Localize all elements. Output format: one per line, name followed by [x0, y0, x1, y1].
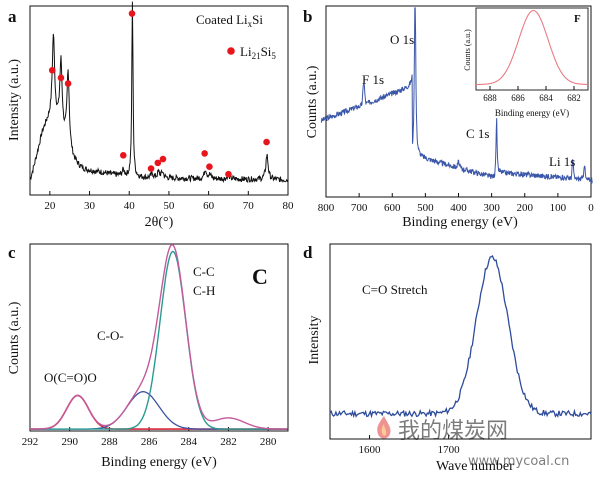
panel-d-ticks: 1600 1700: [359, 435, 461, 456]
peak-label-c1s: C 1s: [466, 126, 489, 141]
panel-c-xtick-label: 282: [220, 436, 237, 448]
panel-b-xtick-label: 200: [517, 202, 534, 214]
li21si5-peak-marker: [64, 80, 72, 87]
label-c-h: C-H: [193, 283, 215, 298]
panel-b-ticks: 800 700 600 500 400 300 200 100 0: [318, 193, 594, 214]
inset-ylabel: Counts (a.u.): [463, 29, 472, 71]
panel-a-frame: [29, 5, 289, 196]
panel-b-xlabel: Binding energy (eV): [402, 215, 518, 230]
watermark: 我的煤炭网 www.mycoal.cn: [377, 416, 569, 469]
label-oco-o: O(C=O)O: [44, 370, 97, 385]
inset-xtick-label: 688: [483, 93, 497, 103]
legend-li21si5-marker: [227, 47, 235, 55]
panel-c-ylabel: Counts (a.u.): [7, 301, 22, 374]
panel-a-ticks: 20 30 40 50 60 70 80: [44, 191, 294, 212]
li21si5-peak-marker: [201, 150, 208, 157]
panel-d-ylabel: Intensity: [307, 316, 322, 365]
li21si5-peak-marker: [154, 159, 162, 167]
inset-xtick-label: 684: [539, 93, 553, 103]
li21si5-peak-marker: [159, 155, 167, 163]
panel-a-xtick-label: 70: [243, 200, 255, 212]
legend-coated-lixsi: Coated LixSi: [196, 12, 263, 29]
panel-c-letter: c: [8, 243, 16, 262]
panel-b-xtick-label: 700: [351, 202, 368, 214]
inset-xlabel: Binding energy (eV): [495, 108, 569, 118]
watermark-logo-icon: [377, 416, 391, 439]
li21si5-peak-marker: [57, 74, 65, 82]
panel-d-xtick-label: 1700: [438, 444, 461, 456]
panel-b-xtick-label: 500: [417, 202, 434, 214]
component-c-c: [30, 250, 288, 430]
panel-a-xtick-label: 50: [163, 200, 175, 212]
panel-c-title: C: [252, 264, 268, 289]
panel-b-xps-survey-line: [320, 7, 593, 185]
peak-label-f1s: F 1s: [362, 72, 384, 87]
panel-c-xtick-label: 280: [260, 436, 277, 448]
inset-xtick-label: 686: [511, 93, 525, 103]
li21si5-peak-marker: [263, 138, 270, 146]
inset-f1s-line: [476, 9, 588, 86]
annotation-co-stretch: C=O Stretch: [362, 282, 428, 297]
panel-c-xtick-label: 290: [61, 436, 78, 448]
panel-a-markers: [48, 10, 270, 178]
li21si5-peak-marker: [128, 10, 136, 17]
watermark-url: www.mycoal.cn: [468, 454, 569, 469]
envelope-line: [30, 243, 288, 430]
panel-b-xtick-label: 0: [588, 202, 594, 214]
label-c-o: C-O-: [97, 328, 124, 343]
panel-a-xtick-label: 20: [44, 200, 56, 212]
li21si5-peak-marker: [225, 170, 232, 178]
panel-c-xtick-label: 288: [101, 436, 118, 448]
panel-d-xtick-label: 1600: [359, 444, 382, 456]
panel-c: c 292 290 288 286 284 282 280 C C-C C-H C-O- O…: [7, 243, 289, 470]
panel-b-xtick-label: 600: [384, 202, 401, 214]
panel-b-xtick-label: 800: [318, 202, 335, 214]
inset-frame: [475, 7, 589, 91]
inset-title: F: [574, 13, 581, 25]
panel-a: a 20 30 40 50 60 70 80 Intensity (a.u.) 2θ(°) …: [7, 1, 294, 230]
panel-c-xtick-label: 286: [141, 436, 158, 448]
panel-a-xtick-label: 40: [124, 200, 136, 212]
inset-xtick-label: 682: [567, 93, 581, 103]
label-c-c: C-C: [193, 264, 215, 279]
panel-c-xlabel: Binding energy (eV): [101, 455, 217, 470]
panel-b-letter: b: [303, 7, 312, 26]
panel-b-xtick-label: 100: [550, 202, 567, 214]
li21si5-peak-marker: [147, 165, 155, 172]
panel-a-xtick-label: 60: [203, 200, 215, 212]
panel-b-inset: 688 686 684 682 F Counts (a.u.) Binding ene…: [463, 7, 589, 118]
panel-a-ylabel: Intensity (a.u.): [7, 59, 22, 141]
panel-b: b 800 700 600 500 400 300 200 100 0 O 1s F 1s C …: [303, 5, 594, 230]
panel-b-ylabel: Counts (a.u.): [305, 65, 320, 138]
panel-b-xtick-label: 400: [450, 202, 467, 214]
panel-c-xtick-label: 284: [181, 436, 198, 448]
legend-li21si5: Li21Si5: [240, 44, 276, 61]
panel-d-letter: d: [303, 243, 313, 262]
panel-d: d 1600 1700 C=O Stretch Intensity Wave nu…: [303, 243, 592, 474]
peak-label-li1s: Li 1s: [549, 154, 575, 169]
panel-d-frame: [329, 243, 592, 440]
panel-a-xtick-label: 30: [84, 200, 96, 212]
li21si5-peak-marker: [206, 163, 213, 170]
watermark-text: 我的煤炭网: [398, 419, 508, 444]
panel-c-xtick-label: 292: [22, 436, 39, 448]
panel-d-xlabel: Wave number: [436, 459, 514, 474]
panel-a-xlabel: 2θ(°): [145, 215, 174, 230]
peak-label-o1s: O 1s: [390, 32, 414, 47]
panel-a-xrd-line: [29, 1, 289, 184]
li21si5-peak-marker: [119, 152, 127, 159]
panel-b-xtick-label: 300: [483, 202, 500, 214]
panel-c-ticks: 292 290 288 286 284 282 280: [22, 427, 277, 448]
panel-d-ftir-line: [329, 255, 592, 419]
panel-c-frame: [29, 243, 289, 432]
li21si5-peak-marker: [48, 66, 56, 74]
panel-a-letter: a: [8, 7, 17, 26]
inset-ticks: 688 686 684 682: [483, 86, 581, 103]
panel-a-xtick-label: 80: [283, 200, 295, 212]
